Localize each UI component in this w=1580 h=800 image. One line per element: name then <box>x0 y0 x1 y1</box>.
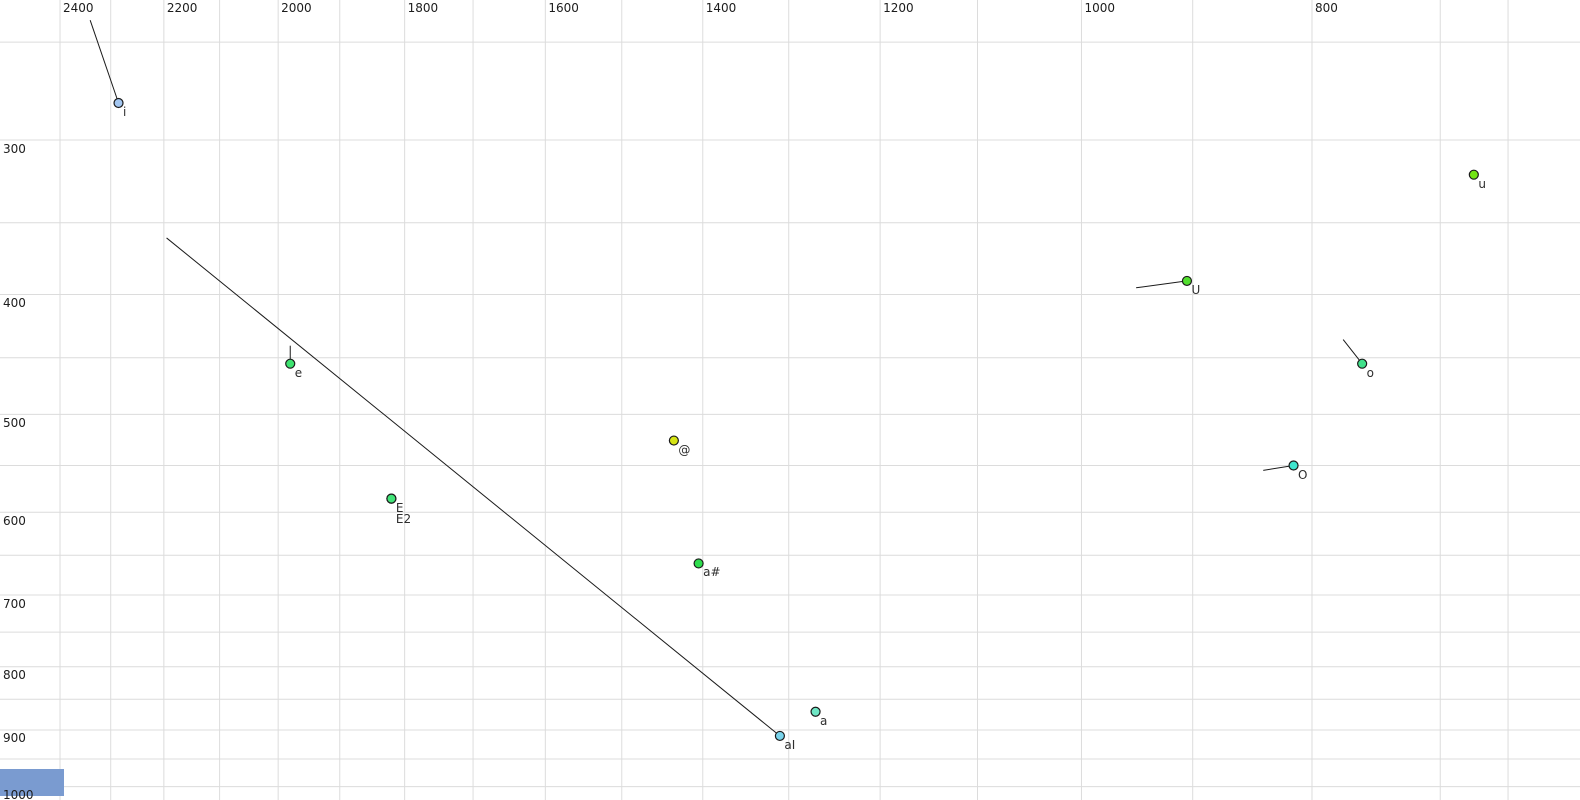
y-tick-label-1000: 1000 <box>3 788 34 800</box>
x-tick-label-1800: 1800 <box>407 1 439 15</box>
vowel-label-o: o <box>1366 365 1374 380</box>
vowel-point-e[interactable] <box>285 358 296 369</box>
y-tick-label-800: 800 <box>3 668 26 683</box>
vowel-label-a#: a# <box>703 565 721 580</box>
vowel-point-u[interactable] <box>1468 169 1479 180</box>
trajectory-O <box>1263 465 1294 471</box>
vowel-label-u: u <box>1478 176 1486 191</box>
x-tick-label-2000: 2000 <box>281 1 312 15</box>
vowel-point-aI[interactable] <box>774 730 785 742</box>
vowel-point-@[interactable] <box>668 435 679 446</box>
vowel-label-U: U <box>1191 282 1201 297</box>
vowel-label-E2: E2 <box>395 511 412 526</box>
x-tick-label-2200: 2200 <box>166 1 198 15</box>
y-tick-label-900: 900 <box>3 731 26 746</box>
vowel-point-i[interactable] <box>113 97 124 109</box>
vowel-point-a#[interactable] <box>693 558 704 569</box>
vowel-label-O: O <box>1298 467 1308 482</box>
x-tick-label-2400: 2400 <box>63 1 94 15</box>
trajectory-i <box>89 20 119 104</box>
x-tick-label-1600: 1600 <box>548 1 579 15</box>
trajectory-o <box>1342 339 1363 365</box>
x-tick-label-1200: 1200 <box>883 1 914 15</box>
vowel-point-E[interactable] <box>386 493 397 504</box>
vowel-point-U[interactable] <box>1181 275 1193 287</box>
y-tick-label-700: 700 <box>3 596 26 611</box>
vowel-label-e: e <box>294 365 303 380</box>
vowel-point-o[interactable] <box>1357 358 1368 369</box>
vowel-label-a: a <box>820 713 828 728</box>
vowel-point-a[interactable] <box>810 706 821 717</box>
bottom-left-blue-patch <box>0 769 64 796</box>
y-tick-label-600: 600 <box>3 513 26 528</box>
y-tick-label-500: 500 <box>3 415 26 430</box>
vowel-label-E: E <box>395 500 404 515</box>
vowel-label-aI: aI <box>784 737 796 752</box>
x-tick-label-1000: 1000 <box>1084 1 1116 15</box>
y-tick-label-400: 400 <box>3 296 26 311</box>
vowel-label-i: i <box>123 104 127 119</box>
trajectory-aI <box>166 237 781 737</box>
vowel-label-@: @ <box>678 442 691 457</box>
vowel-point-O[interactable] <box>1288 460 1299 471</box>
trajectory-U <box>1136 280 1188 289</box>
x-tick-label-1400: 1400 <box>705 1 737 15</box>
x-tick-label-800: 800 <box>1314 1 1338 15</box>
y-tick-label-300: 300 <box>3 141 26 156</box>
